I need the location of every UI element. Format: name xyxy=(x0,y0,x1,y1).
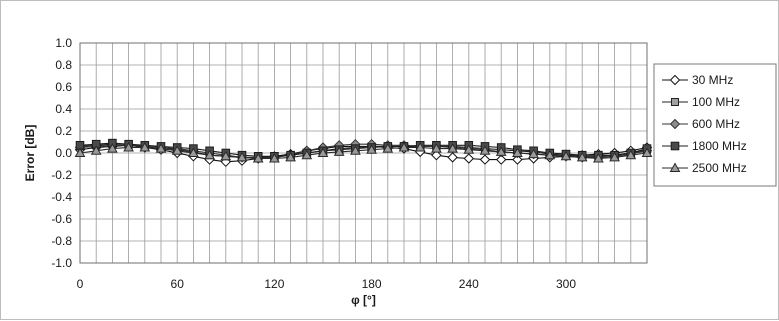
legend-marker xyxy=(669,118,681,130)
legend-item: 600 MHz xyxy=(662,117,740,131)
y-tick-label: -0.6 xyxy=(51,212,72,226)
legend: 30 MHz 100 MHz 600 MHz 1800 MHz 2500 MHz xyxy=(653,63,777,187)
data-point xyxy=(479,154,491,165)
data-point xyxy=(366,144,377,154)
x-tick-label: 120 xyxy=(264,277,284,291)
legend-item: 100 MHz xyxy=(662,95,740,109)
y-tick-label: -0.2 xyxy=(51,168,72,182)
x-tick-label: 240 xyxy=(459,277,479,291)
data-point xyxy=(576,151,588,162)
data-point xyxy=(188,147,199,157)
data-point xyxy=(382,143,394,153)
data-point xyxy=(414,141,426,152)
data-point xyxy=(171,145,183,155)
legend-label: 30 MHz xyxy=(692,73,733,87)
y-tick-label: 1.0 xyxy=(55,36,72,50)
legend-label: 100 MHz xyxy=(692,95,740,109)
y-tick-label: 0.4 xyxy=(55,102,72,116)
data-point xyxy=(317,147,329,157)
data-point xyxy=(512,154,523,165)
data-point xyxy=(560,150,572,161)
data-point xyxy=(609,151,620,162)
data-point xyxy=(479,145,491,155)
x-tick-label: 300 xyxy=(556,277,576,291)
data-point xyxy=(398,141,410,152)
data-point xyxy=(333,146,345,156)
data-point xyxy=(512,147,523,157)
data-point xyxy=(204,149,215,160)
data-point xyxy=(139,141,151,152)
legend-label: 1800 MHz xyxy=(692,139,747,153)
data-point xyxy=(123,141,134,152)
legend-item: 1800 MHz xyxy=(662,139,747,153)
legend-marker xyxy=(671,98,679,106)
data-point xyxy=(641,147,653,157)
series-2500-mhz xyxy=(74,141,653,163)
legend-label: 600 MHz xyxy=(692,117,740,131)
data-point xyxy=(252,152,264,163)
data-point xyxy=(463,144,475,154)
y-tick-labels: 1.0 0.8 0.6 0.4 0.2 0.0 -0.2 -0.4 -0.6 -0.8 -1.0 xyxy=(51,36,72,270)
legend-marker xyxy=(670,141,680,151)
data-point xyxy=(431,149,442,161)
data-point xyxy=(350,145,361,155)
data-point xyxy=(220,150,232,161)
data-point xyxy=(285,151,296,162)
y-tick-label: 0.8 xyxy=(55,58,72,72)
y-tick-label: -1.0 xyxy=(51,256,72,270)
data-point xyxy=(528,148,539,159)
data-point xyxy=(236,151,248,162)
legend-label: 2500 MHz xyxy=(692,161,747,175)
data-point xyxy=(593,152,604,163)
legend-marker xyxy=(669,74,681,86)
y-axis-title: Error [dB] xyxy=(23,125,37,182)
data-point xyxy=(269,152,280,163)
y-tick-label: 0.2 xyxy=(55,124,72,138)
y-tick-label: -0.8 xyxy=(51,234,72,248)
x-tick-label: 0 xyxy=(77,277,84,291)
legend-marker xyxy=(669,162,681,172)
x-axis-title: φ [°] xyxy=(351,293,376,307)
data-point xyxy=(495,146,507,156)
data-point xyxy=(625,149,637,160)
x-tick-labels: 0 60 120 180 240 300 xyxy=(77,277,577,291)
legend-item: 2500 MHz xyxy=(662,161,747,175)
legend-item: 30 MHz xyxy=(662,73,733,87)
x-tick-label: 60 xyxy=(171,277,185,291)
y-tick-label: 0.0 xyxy=(55,146,72,160)
data-point xyxy=(431,143,442,153)
x-tick-label: 180 xyxy=(362,277,382,291)
data-point xyxy=(495,154,507,165)
data-point xyxy=(74,147,86,157)
y-tick-label: 0.6 xyxy=(55,80,72,94)
data-point xyxy=(90,145,102,155)
data-point xyxy=(447,152,458,163)
data-point xyxy=(107,143,118,153)
data-point xyxy=(544,149,556,160)
data-point xyxy=(463,153,475,164)
data-point xyxy=(301,149,313,160)
y-tick-label: -0.4 xyxy=(51,190,72,204)
data-point xyxy=(447,143,458,153)
data-point xyxy=(155,143,167,153)
